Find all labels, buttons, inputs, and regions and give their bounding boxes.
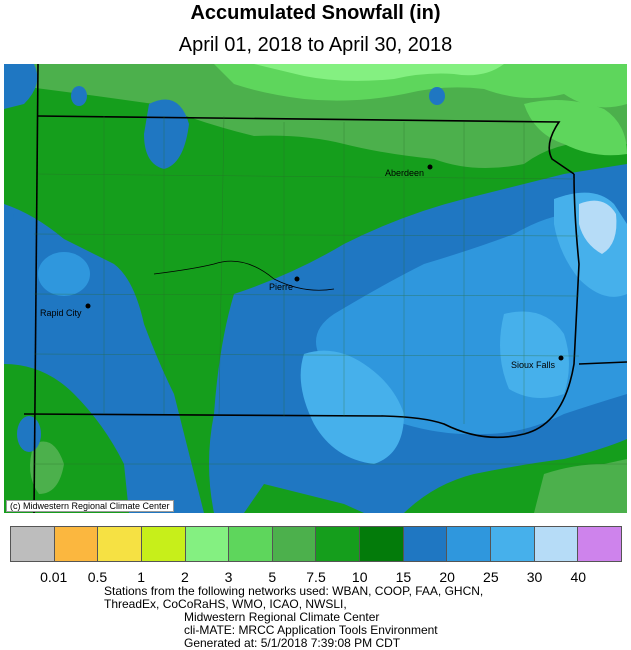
map-title: Accumulated Snowfall (in) — [190, 2, 441, 24]
city-label-sioux-falls: Sioux Falls — [511, 360, 556, 370]
footer-line-4: cli-MATE: MRCC Application Tools Environ… — [184, 623, 438, 637]
border-north — [37, 115, 575, 175]
snow-spot-3 — [17, 416, 41, 452]
legend-swatch-9 — [403, 527, 448, 561]
snow-band-15-sw — [4, 204, 14, 234]
cities: Aberdeen Pierre Rapid City Sioux Falls — [40, 164, 564, 370]
legend-swatch-8 — [360, 527, 404, 561]
legend-swatch-5 — [229, 527, 273, 561]
legend-swatch-11 — [491, 527, 535, 561]
snow-spot-1 — [71, 86, 87, 106]
legend-swatch-12 — [534, 527, 579, 561]
legend-swatch-10 — [447, 527, 492, 561]
snow-band-7.5 — [4, 64, 627, 168]
footer-line-5: Generated at: 5/1/2018 7:39:08 PM CDT — [184, 636, 401, 650]
footer-line-3: Midwestern Regional Climate Center — [184, 610, 380, 624]
snow-band-5-ne — [524, 100, 627, 156]
footer-line-1: Stations from the following networks use… — [104, 584, 484, 598]
legend-tick-label: 10 — [351, 569, 368, 585]
snow-spot-2 — [429, 87, 445, 105]
legend-swatch-2 — [98, 527, 142, 561]
snow-band-30-ne — [579, 200, 617, 254]
legend-ticks: 0.01 0.5 1 2 3 5 7.5 10 15 20 25 30 40 — [0, 569, 631, 587]
legend-tick-label: 2 — [180, 569, 189, 585]
border-iowa — [578, 361, 627, 365]
city-marker-pierre — [294, 276, 300, 282]
legend-tick-label: 30 — [526, 569, 543, 585]
legend-swatch-13 — [578, 527, 621, 561]
legend-tick-label: 7.5 — [306, 569, 326, 585]
city-marker-aberdeen — [427, 164, 433, 170]
city-marker-rapid-city — [85, 303, 91, 309]
map-svg: Aberdeen Pierre Rapid City Sioux Falls — [4, 64, 627, 513]
snowfall-map: Aberdeen Pierre Rapid City Sioux Falls — [4, 64, 627, 513]
legend-swatch-0 — [11, 527, 55, 561]
legend-swatch-7 — [316, 527, 361, 561]
legend-swatch-1 — [54, 527, 99, 561]
city-label-rapid-city: Rapid City — [40, 308, 82, 318]
footer-line-2: ThreadEx, CoCoRaHS, WMO, ICAO, NWSLI, — [104, 597, 347, 611]
color-legend — [10, 526, 622, 562]
legend-tick-label: 5 — [268, 569, 277, 585]
city-marker-sioux-falls — [558, 355, 564, 361]
legend-tick-label: 15 — [395, 569, 412, 585]
map-subtitle: April 01, 2018 to April 30, 2018 — [178, 34, 453, 56]
legend-swatch-3 — [141, 527, 186, 561]
legend-swatch-6 — [272, 527, 317, 561]
snow-band-7.5-sw — [30, 441, 64, 494]
city-label-aberdeen: Aberdeen — [385, 168, 424, 178]
legend-tick-label: 25 — [483, 569, 499, 585]
snow-band-25-sioux — [500, 311, 569, 398]
snow-band-20-rapidcity — [38, 252, 90, 296]
snow-band-7.5-se — [534, 459, 627, 513]
legend-swatch-4 — [185, 527, 230, 561]
county-lines — [33, 115, 627, 465]
legend-tick-label: 0.5 — [87, 569, 108, 585]
city-label-pierre: Pierre — [269, 282, 293, 292]
snow-band-25-south — [300, 350, 404, 464]
credit-label: (c) Midwestern Regional Climate Center — [6, 500, 174, 512]
snow-band-10-south — [244, 484, 364, 513]
legend-tick-label: 20 — [439, 569, 455, 585]
legend-tick-label: 1 — [137, 569, 146, 585]
river-missouri — [153, 260, 335, 291]
snow-band-15-nw — [4, 64, 38, 109]
border-west — [33, 64, 39, 513]
legend-tick-label: 3 — [224, 569, 233, 585]
legend-tick-label: 0.01 — [40, 569, 68, 585]
snow-band-3 — [254, 64, 504, 81]
legend-tick-label: 40 — [570, 569, 587, 585]
